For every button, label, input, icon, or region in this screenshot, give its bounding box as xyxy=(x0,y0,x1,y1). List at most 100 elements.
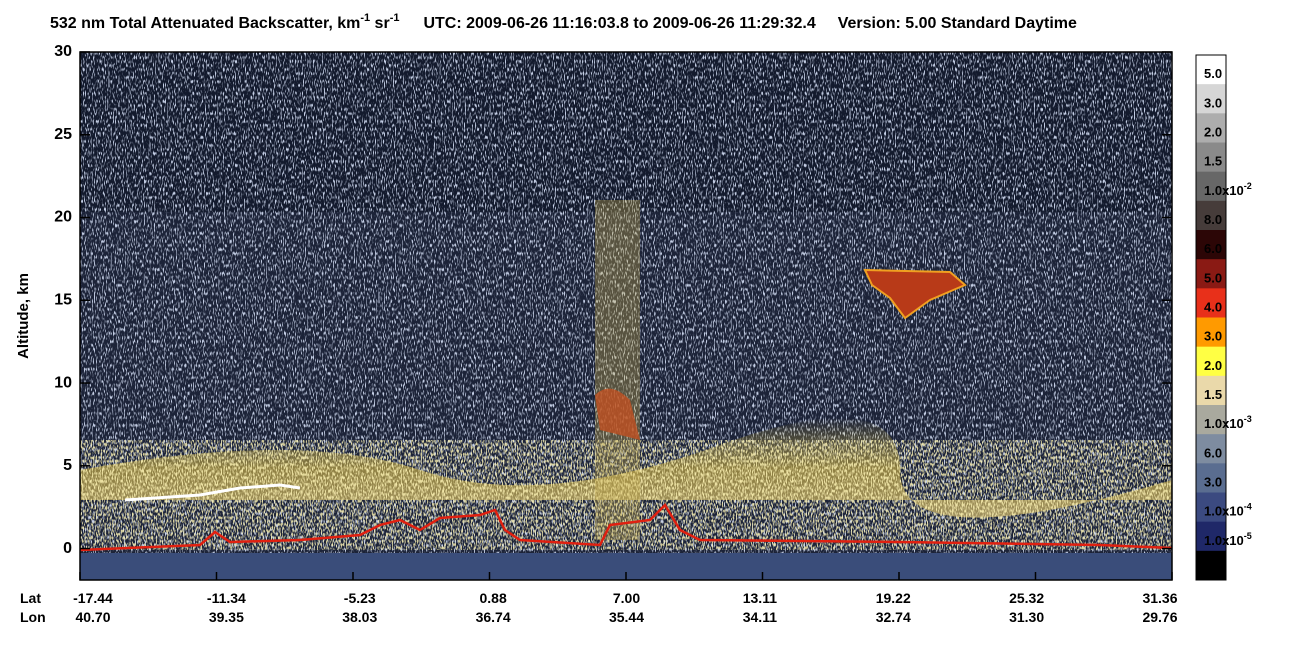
colorbar-swatch xyxy=(1196,405,1226,435)
y-tick-label: 0 xyxy=(63,540,72,557)
colorbar-swatch xyxy=(1196,259,1226,289)
lon-label: 35.44 xyxy=(609,609,644,625)
y-tick-label: 5 xyxy=(63,457,72,474)
colorbar-swatch xyxy=(1196,171,1226,202)
colorbar-swatch xyxy=(1196,434,1226,464)
colorbar-swatch xyxy=(1196,230,1226,260)
colorbar-label: 6.0 xyxy=(1204,445,1222,460)
lat-label: 25.32 xyxy=(1009,590,1044,606)
colorbar-swatch xyxy=(1196,375,1226,406)
colorbar-swatch xyxy=(1196,288,1226,318)
colorbar-label-text: 3.0 xyxy=(1204,95,1222,110)
colorbar-label-text: 1.5 xyxy=(1204,154,1222,169)
colorbar-label-exp: -3 xyxy=(1244,414,1252,424)
colorbar-swatch xyxy=(1196,521,1226,552)
colorbar-frame xyxy=(1195,54,1227,581)
lat-label: 0.88 xyxy=(480,590,507,606)
cirrus-cloud xyxy=(863,268,967,320)
colorbar-swatch xyxy=(1196,550,1226,581)
colorbar-label: 8.0 xyxy=(1204,212,1222,227)
colorbar-label-text: 8.0 xyxy=(1204,212,1222,227)
colorbar-swatch xyxy=(1196,492,1226,523)
lat-label: 19.22 xyxy=(876,590,911,606)
colorbar-swatch xyxy=(1196,317,1226,348)
colorbar-label: 1.0x10-5 xyxy=(1204,531,1252,548)
x-row-name: Lat xyxy=(20,590,41,606)
y-tick-label: 30 xyxy=(54,43,72,60)
lon-label: 34.11 xyxy=(743,609,777,625)
colorbar-label: 3.0 xyxy=(1204,475,1222,490)
colorbar-label-exp: -5 xyxy=(1244,531,1252,541)
colorbar-label-text: 4.0 xyxy=(1204,300,1222,315)
backscatter-image xyxy=(80,52,1172,580)
lat-label: -11.34 xyxy=(207,590,246,606)
colorbar-label: 6.0 xyxy=(1204,241,1222,256)
colorbar-label: 3.0 xyxy=(1204,95,1222,110)
x-row-name: Lon xyxy=(20,609,46,625)
colorbar-label-text: 2.0 xyxy=(1204,358,1222,373)
convective-cloud xyxy=(595,388,640,440)
colorbar-label: 4.0 xyxy=(1204,300,1222,315)
colorbar-label-text: 1.0x10 xyxy=(1204,533,1244,548)
surface-return xyxy=(80,502,1172,552)
colorbar-label: 1.0x10-2 xyxy=(1204,181,1252,198)
lon-label: 40.70 xyxy=(75,609,110,625)
cloud-column xyxy=(595,200,640,540)
colorbar-label-text: 2.0 xyxy=(1204,125,1222,140)
lon-label: 31.30 xyxy=(1009,609,1044,625)
colorbar-label: 1.0x10-4 xyxy=(1204,502,1252,519)
colorbar-label-exp: -4 xyxy=(1244,502,1252,512)
y-tick-label: 20 xyxy=(54,209,72,226)
colorbar-label-text: 6.0 xyxy=(1204,241,1222,256)
chart-title: 532 nm Total Attenuated Backscatter, km-… xyxy=(50,12,1077,32)
colorbar-label-text: 5.0 xyxy=(1204,270,1222,285)
aerosol-texture xyxy=(80,440,1172,550)
colorbar-label-text: 1.0x10 xyxy=(1204,416,1244,431)
colorbar-swatch xyxy=(1196,142,1226,173)
colorbar-label-exp: -2 xyxy=(1244,181,1252,191)
y-axis-label: Altitude, km xyxy=(15,273,32,359)
title-sup: -1 xyxy=(390,12,400,24)
title-main: 532 nm Total Attenuated Backscatter, km xyxy=(50,15,360,32)
title-unit: sr xyxy=(370,15,390,32)
colorbar-label-text: 1.0x10 xyxy=(1204,183,1244,198)
colorbar-swatch xyxy=(1196,200,1226,231)
colorbar-label: 1.5 xyxy=(1204,387,1222,402)
colorbar-label: 2.0 xyxy=(1204,358,1222,373)
lat-label: 7.00 xyxy=(613,590,640,606)
colorbar-label: 5.0 xyxy=(1204,66,1222,81)
colorbar-swatch xyxy=(1196,463,1226,493)
lon-label: 39.35 xyxy=(209,609,244,625)
lon-label: 36.74 xyxy=(476,609,511,625)
lon-label: 32.74 xyxy=(876,609,911,625)
colorbar-swatch xyxy=(1196,113,1226,143)
colorbar-label-text: 3.0 xyxy=(1204,475,1222,490)
lat-label: 31.36 xyxy=(1142,590,1177,606)
lon-label: 38.03 xyxy=(342,609,377,625)
y-tick-label: 25 xyxy=(54,126,72,143)
title-time: UTC: 2009-06-26 11:16:03.8 to 2009-06-26… xyxy=(423,15,815,32)
colorbar-swatch xyxy=(1196,55,1226,85)
colorbar-label-text: 1.5 xyxy=(1204,387,1222,402)
colorbar-label: 2.0 xyxy=(1204,125,1222,140)
lat-label: 13.11 xyxy=(743,590,777,606)
colorbar-label-text: 1.0x10 xyxy=(1204,504,1244,519)
colorbar-label: 1.0x10-3 xyxy=(1204,414,1252,431)
colorbar-label: 3.0 xyxy=(1204,329,1222,344)
colorbar-label-text: 6.0 xyxy=(1204,445,1222,460)
colorbar-label-text: 5.0 xyxy=(1204,66,1222,81)
title-sup: -1 xyxy=(360,12,370,24)
colorbar-label-text: 3.0 xyxy=(1204,329,1222,344)
colorbar-swatch xyxy=(1196,84,1226,114)
y-tick-label: 10 xyxy=(54,374,72,391)
y-tick-label: 15 xyxy=(54,291,72,308)
title-version: Version: 5.00 Standard Daytime xyxy=(838,15,1077,32)
cloud-tops xyxy=(124,483,301,502)
lon-label: 29.76 xyxy=(1142,609,1177,625)
lat-label: -5.23 xyxy=(344,590,376,606)
colorbar-swatch xyxy=(1196,346,1226,377)
lat-label: -17.44 xyxy=(73,590,113,606)
colorbar-label: 5.0 xyxy=(1204,270,1222,285)
colorbar-label: 1.5 xyxy=(1204,154,1222,169)
